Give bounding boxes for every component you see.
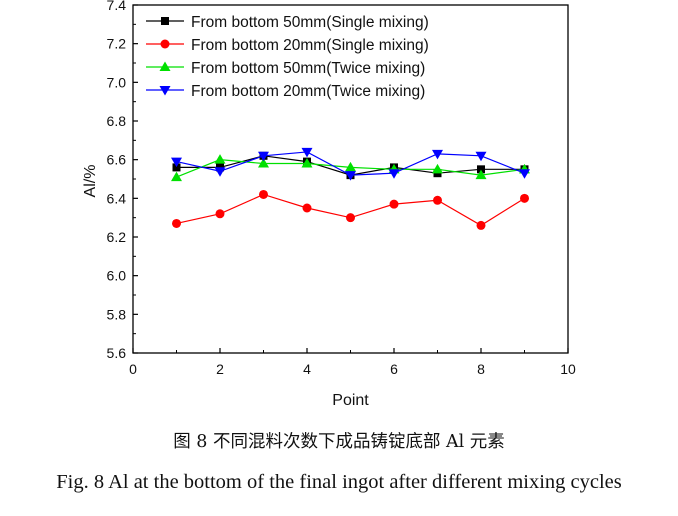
data-point-series-2: [346, 213, 355, 223]
y-tick-label: 6.2: [107, 229, 127, 245]
chart-svg: 5.6 5.8 6.0 6.2 6.4 6.6 6.8 7.0 7.2 7.4 0 2 4 6 8 10 Poi…: [82, 0, 576, 409]
y-tick-label: 7.0: [107, 74, 127, 90]
data-point-series-4: [345, 171, 356, 181]
data-point-series-3: [475, 169, 487, 180]
data-point-series-3: [258, 158, 269, 168]
data-point-series-2: [476, 220, 486, 230]
x-tick-label: 0: [129, 361, 137, 377]
y-tick-label: 6.6: [107, 152, 127, 168]
data-point-series-2: [389, 199, 399, 209]
legend-label-2: From bottom 20mm(Single mixing): [191, 37, 429, 54]
data-point-series-4: [475, 151, 487, 162]
data-point-series-3: [301, 158, 313, 168]
x-tick-label: 10: [560, 361, 576, 377]
data-point-series-3: [345, 161, 356, 172]
data-point-series-4: [519, 169, 530, 179]
legend-marker-3: [159, 61, 171, 71]
y-tick-label: 5.8: [107, 306, 127, 322]
data-point-series-2: [302, 203, 312, 213]
y-tick-label: 5.6: [107, 345, 127, 361]
data-point-series-4: [432, 149, 443, 160]
data-point-series-4: [214, 167, 226, 177]
legend-marker-2: [160, 39, 170, 49]
legend-label-3: From bottom 50mm(Twice mixing): [191, 60, 425, 77]
y-tick-label: 6.8: [107, 113, 127, 129]
x-tick-label: 8: [477, 361, 485, 377]
x-tick-label: 6: [390, 361, 398, 377]
x-axis-label: Point: [332, 392, 369, 409]
data-point-series-4: [301, 147, 313, 158]
y-tick-label: 7.2: [107, 36, 127, 52]
y-axis-label: Al/%: [82, 165, 99, 198]
data-point-series-4: [258, 151, 269, 162]
legend-marker-4: [159, 86, 171, 96]
data-point-series-2: [172, 218, 181, 228]
data-point-series-2: [520, 193, 529, 203]
x-tick-label: 4: [303, 361, 311, 377]
y-tick-label: 7.4: [107, 0, 127, 13]
data-point-series-3: [432, 163, 443, 174]
caption-english: Fig. 8 Al at the bottom of the final ing…: [56, 471, 622, 493]
y-tick-label: 6.0: [107, 268, 127, 284]
data-point-series-4: [171, 157, 182, 168]
data-point-series-4: [388, 169, 400, 179]
data-point-series-3: [171, 171, 182, 182]
legend-label-4: From bottom 20mm(Twice mixing): [191, 83, 425, 100]
y-tick-label: 6.4: [107, 190, 127, 206]
data-point-series-2: [215, 209, 225, 219]
legend-label-1: From bottom 50mm(Single mixing): [191, 14, 429, 31]
caption-chinese: 图 8 不同混料次数下成品铸锭底部 Al 元素: [173, 432, 505, 452]
legend-marker-1: [161, 17, 169, 25]
data-point-series-2: [433, 195, 442, 205]
data-point-series-1: [477, 165, 485, 174]
x-tick-label: 2: [216, 361, 224, 377]
data-point-series-1: [172, 163, 181, 172]
data-point-series-2: [259, 189, 268, 199]
data-point-series-3: [214, 154, 226, 164]
